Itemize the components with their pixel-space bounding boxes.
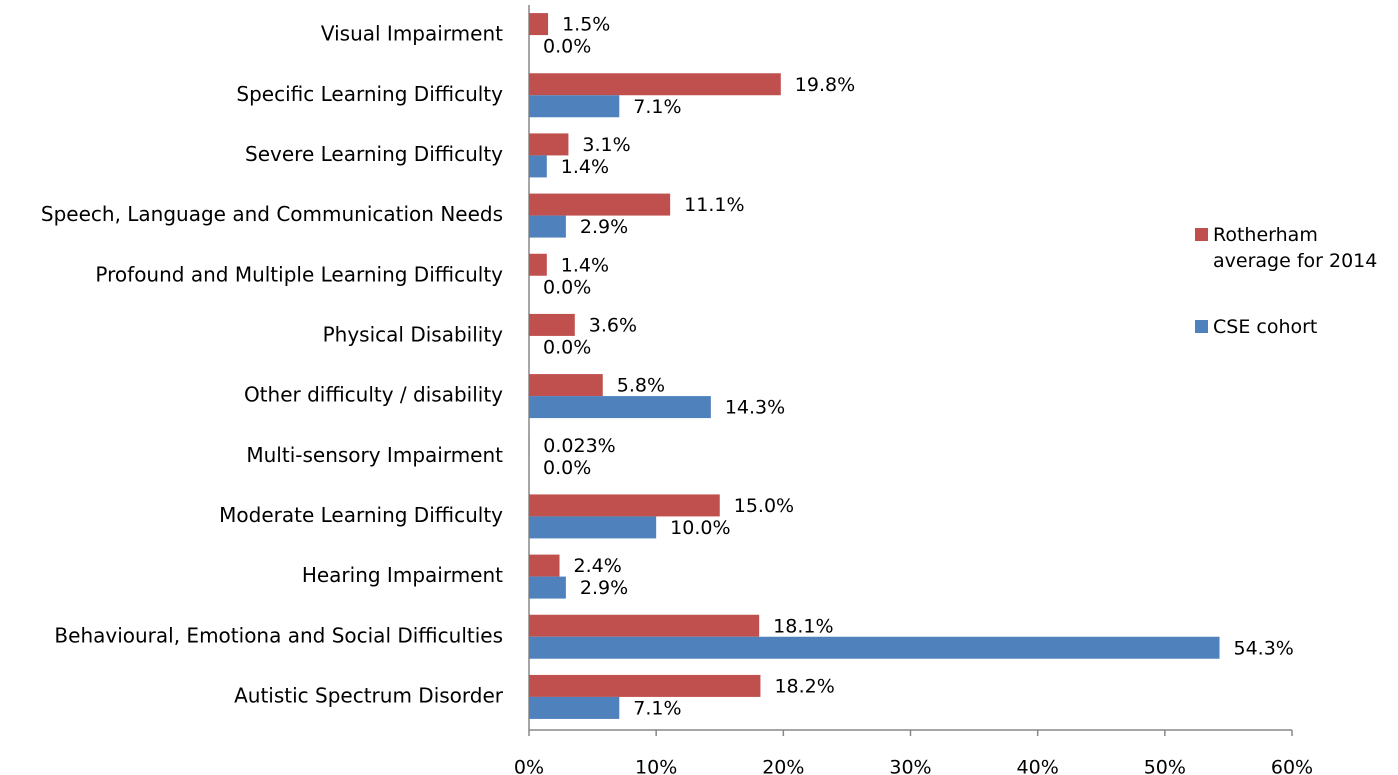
x-tick-label: 20% (762, 757, 804, 775)
bar (529, 155, 547, 178)
y-tick-label: Physical Disability (323, 322, 504, 346)
bar (529, 133, 569, 156)
bar (529, 674, 761, 697)
value-label: 0.0% (543, 336, 591, 358)
y-tick-label: Moderate Learning Difficulty (219, 503, 503, 527)
value-label: 10.0% (670, 517, 730, 539)
bar (529, 215, 566, 238)
value-label: 1.4% (561, 254, 609, 276)
value-label: 11.1% (684, 194, 744, 216)
value-label: 19.8% (795, 74, 855, 96)
y-tick-label: Profound and Multiple Learning Difficult… (95, 262, 503, 286)
x-tick-label: 60% (1271, 757, 1313, 775)
y-tick-label: Specific Learning Difficulty (236, 82, 503, 106)
bar (529, 614, 760, 637)
legend-label: Rotherham average for 2014 (1213, 224, 1378, 272)
value-label: 2.4% (574, 555, 622, 577)
bar (529, 95, 620, 118)
value-label: 54.3% (1234, 637, 1294, 659)
value-label: 5.8% (617, 375, 665, 397)
y-tick-label: Severe Learning Difficulty (245, 142, 503, 166)
x-tick-label: 30% (889, 757, 931, 775)
value-label: 2.9% (580, 216, 628, 238)
bar (529, 576, 566, 599)
bar (529, 73, 781, 96)
bar (529, 313, 575, 336)
value-label: 2.9% (580, 577, 628, 599)
bar (529, 374, 603, 397)
value-label: 15.0% (734, 495, 794, 517)
legend-swatch (1195, 320, 1208, 333)
y-tick-label: Other difficulty / disability (244, 383, 503, 407)
bar (529, 253, 547, 276)
y-tick-label: Visual Impairment (321, 22, 503, 46)
bar (529, 13, 549, 36)
value-label: 7.1% (633, 697, 681, 719)
bar (529, 554, 560, 577)
y-tick-label: Hearing Impairment (302, 563, 503, 587)
value-label: 0.0% (543, 276, 591, 298)
value-label: 0.0% (543, 457, 591, 479)
value-label: 1.4% (561, 156, 609, 178)
y-tick-label: Behavioural, Emotiona and Social Difficu… (54, 623, 503, 647)
bar (529, 636, 1220, 659)
bar (529, 396, 711, 419)
value-label: 7.1% (633, 96, 681, 118)
y-tick-label: Speech, Language and Communication Needs (41, 202, 503, 226)
value-label: 0.0% (543, 36, 591, 58)
y-tick-label: Multi-sensory Impairment (246, 443, 503, 467)
y-tick-label: Autistic Spectrum Disorder (234, 683, 504, 707)
x-tick-label: 40% (1017, 757, 1059, 775)
value-label: 0.023% (543, 435, 615, 457)
legend-label: CSE cohort (1213, 316, 1318, 338)
x-tick-label: 50% (1144, 757, 1186, 775)
bar (529, 193, 671, 216)
value-label: 18.2% (774, 675, 834, 697)
bar (529, 696, 620, 719)
bar (529, 516, 657, 539)
value-label: 1.5% (562, 14, 610, 36)
value-label: 3.6% (589, 314, 637, 336)
value-label: 3.1% (582, 134, 630, 156)
value-label: 18.1% (773, 615, 833, 637)
bar (529, 494, 720, 517)
x-tick-label: 10% (635, 757, 677, 775)
x-tick-label: 0% (514, 757, 544, 775)
legend-swatch (1195, 228, 1208, 241)
value-label: 14.3% (725, 397, 785, 419)
